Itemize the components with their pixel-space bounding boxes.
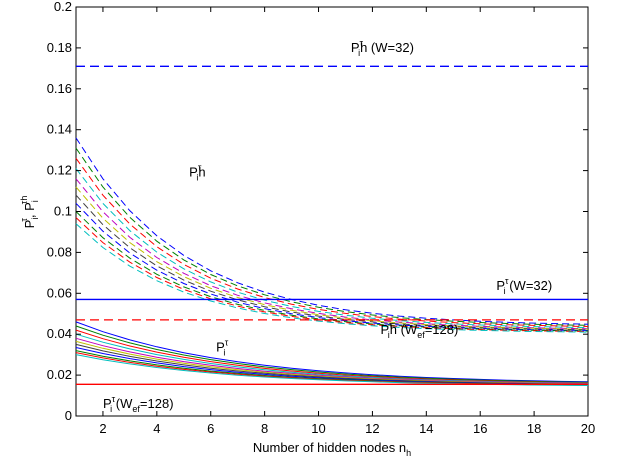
y-tick-label: 0.04 <box>47 326 72 341</box>
y-tick-label: 0 <box>65 408 72 423</box>
plot-area <box>75 6 589 417</box>
x-tick-label: 20 <box>581 421 595 436</box>
y-tick-label: 0.14 <box>47 122 72 137</box>
x-tick-label: 6 <box>207 421 214 436</box>
y-tick-label: 0.08 <box>47 244 72 259</box>
y-tick-label: 0.16 <box>47 81 72 96</box>
series-line-pth-5 <box>75 186 589 330</box>
x-axis-label: Number of hidden nodes nh <box>253 440 411 458</box>
series-line-pth-9 <box>75 217 589 332</box>
series-line-pth-4 <box>75 178 589 330</box>
series-line-pth-10 <box>75 223 589 333</box>
annotations: Pτ ih (W=32) Pτ ih Pτ i (W=32) Pτ ih (Wef=128) P… <box>103 38 552 414</box>
reference-lines <box>76 65 588 385</box>
series-line-pth-7 <box>75 202 589 331</box>
y-tick-label: 0.1 <box>54 204 72 219</box>
series-line-pt-1 <box>75 325 589 383</box>
ann-pt-family: Pτ i <box>216 338 229 358</box>
x-tick-label: 4 <box>153 421 160 436</box>
ann-pt-wef128: Pτ i (Wef=128) <box>103 394 174 414</box>
ann-pth-w32: Pτ ih (W=32) <box>351 38 414 58</box>
series-line-pth-2 <box>75 158 589 327</box>
series-line-pth-6 <box>75 194 589 331</box>
series-line-pth-3 <box>75 168 589 329</box>
y-tick-label: 0.12 <box>47 163 72 178</box>
x-tick-label: 8 <box>261 421 268 436</box>
ann-pth-family: Pτ ih <box>189 163 205 183</box>
x-tick-label: 16 <box>473 421 487 436</box>
y-axis: 0 0.02 0.04 0.06 0.08 0.1 0.12 0.14 0.16 0.18 0.2 <box>47 0 588 423</box>
x-tick-label: 14 <box>419 421 433 436</box>
y-tick-label: 0.02 <box>47 367 72 382</box>
x-tick-label: 12 <box>365 421 379 436</box>
y-tick-label: 0.06 <box>47 285 72 300</box>
x-tick-label: 18 <box>527 421 541 436</box>
y-tick-label: 0.18 <box>47 40 72 55</box>
y-axis-label: Piτ, Piτh <box>19 196 40 229</box>
x-axis: 2 4 6 8 10 12 14 16 18 20 <box>99 7 595 436</box>
ann-pt-w32: Pτ i (W=32) <box>496 276 552 296</box>
y-tick-label: 0.2 <box>54 0 72 14</box>
x-tick-label: 2 <box>99 421 106 436</box>
x-tick-label: 10 <box>311 421 325 436</box>
series-line-pt-0 <box>75 321 589 383</box>
series-line-pth-0 <box>75 137 589 325</box>
ann-pth-wef128: Pτ ih (Wef=128) <box>381 320 459 340</box>
series-line-pth-1 <box>75 147 589 326</box>
series-line-pth-8 <box>75 211 589 332</box>
